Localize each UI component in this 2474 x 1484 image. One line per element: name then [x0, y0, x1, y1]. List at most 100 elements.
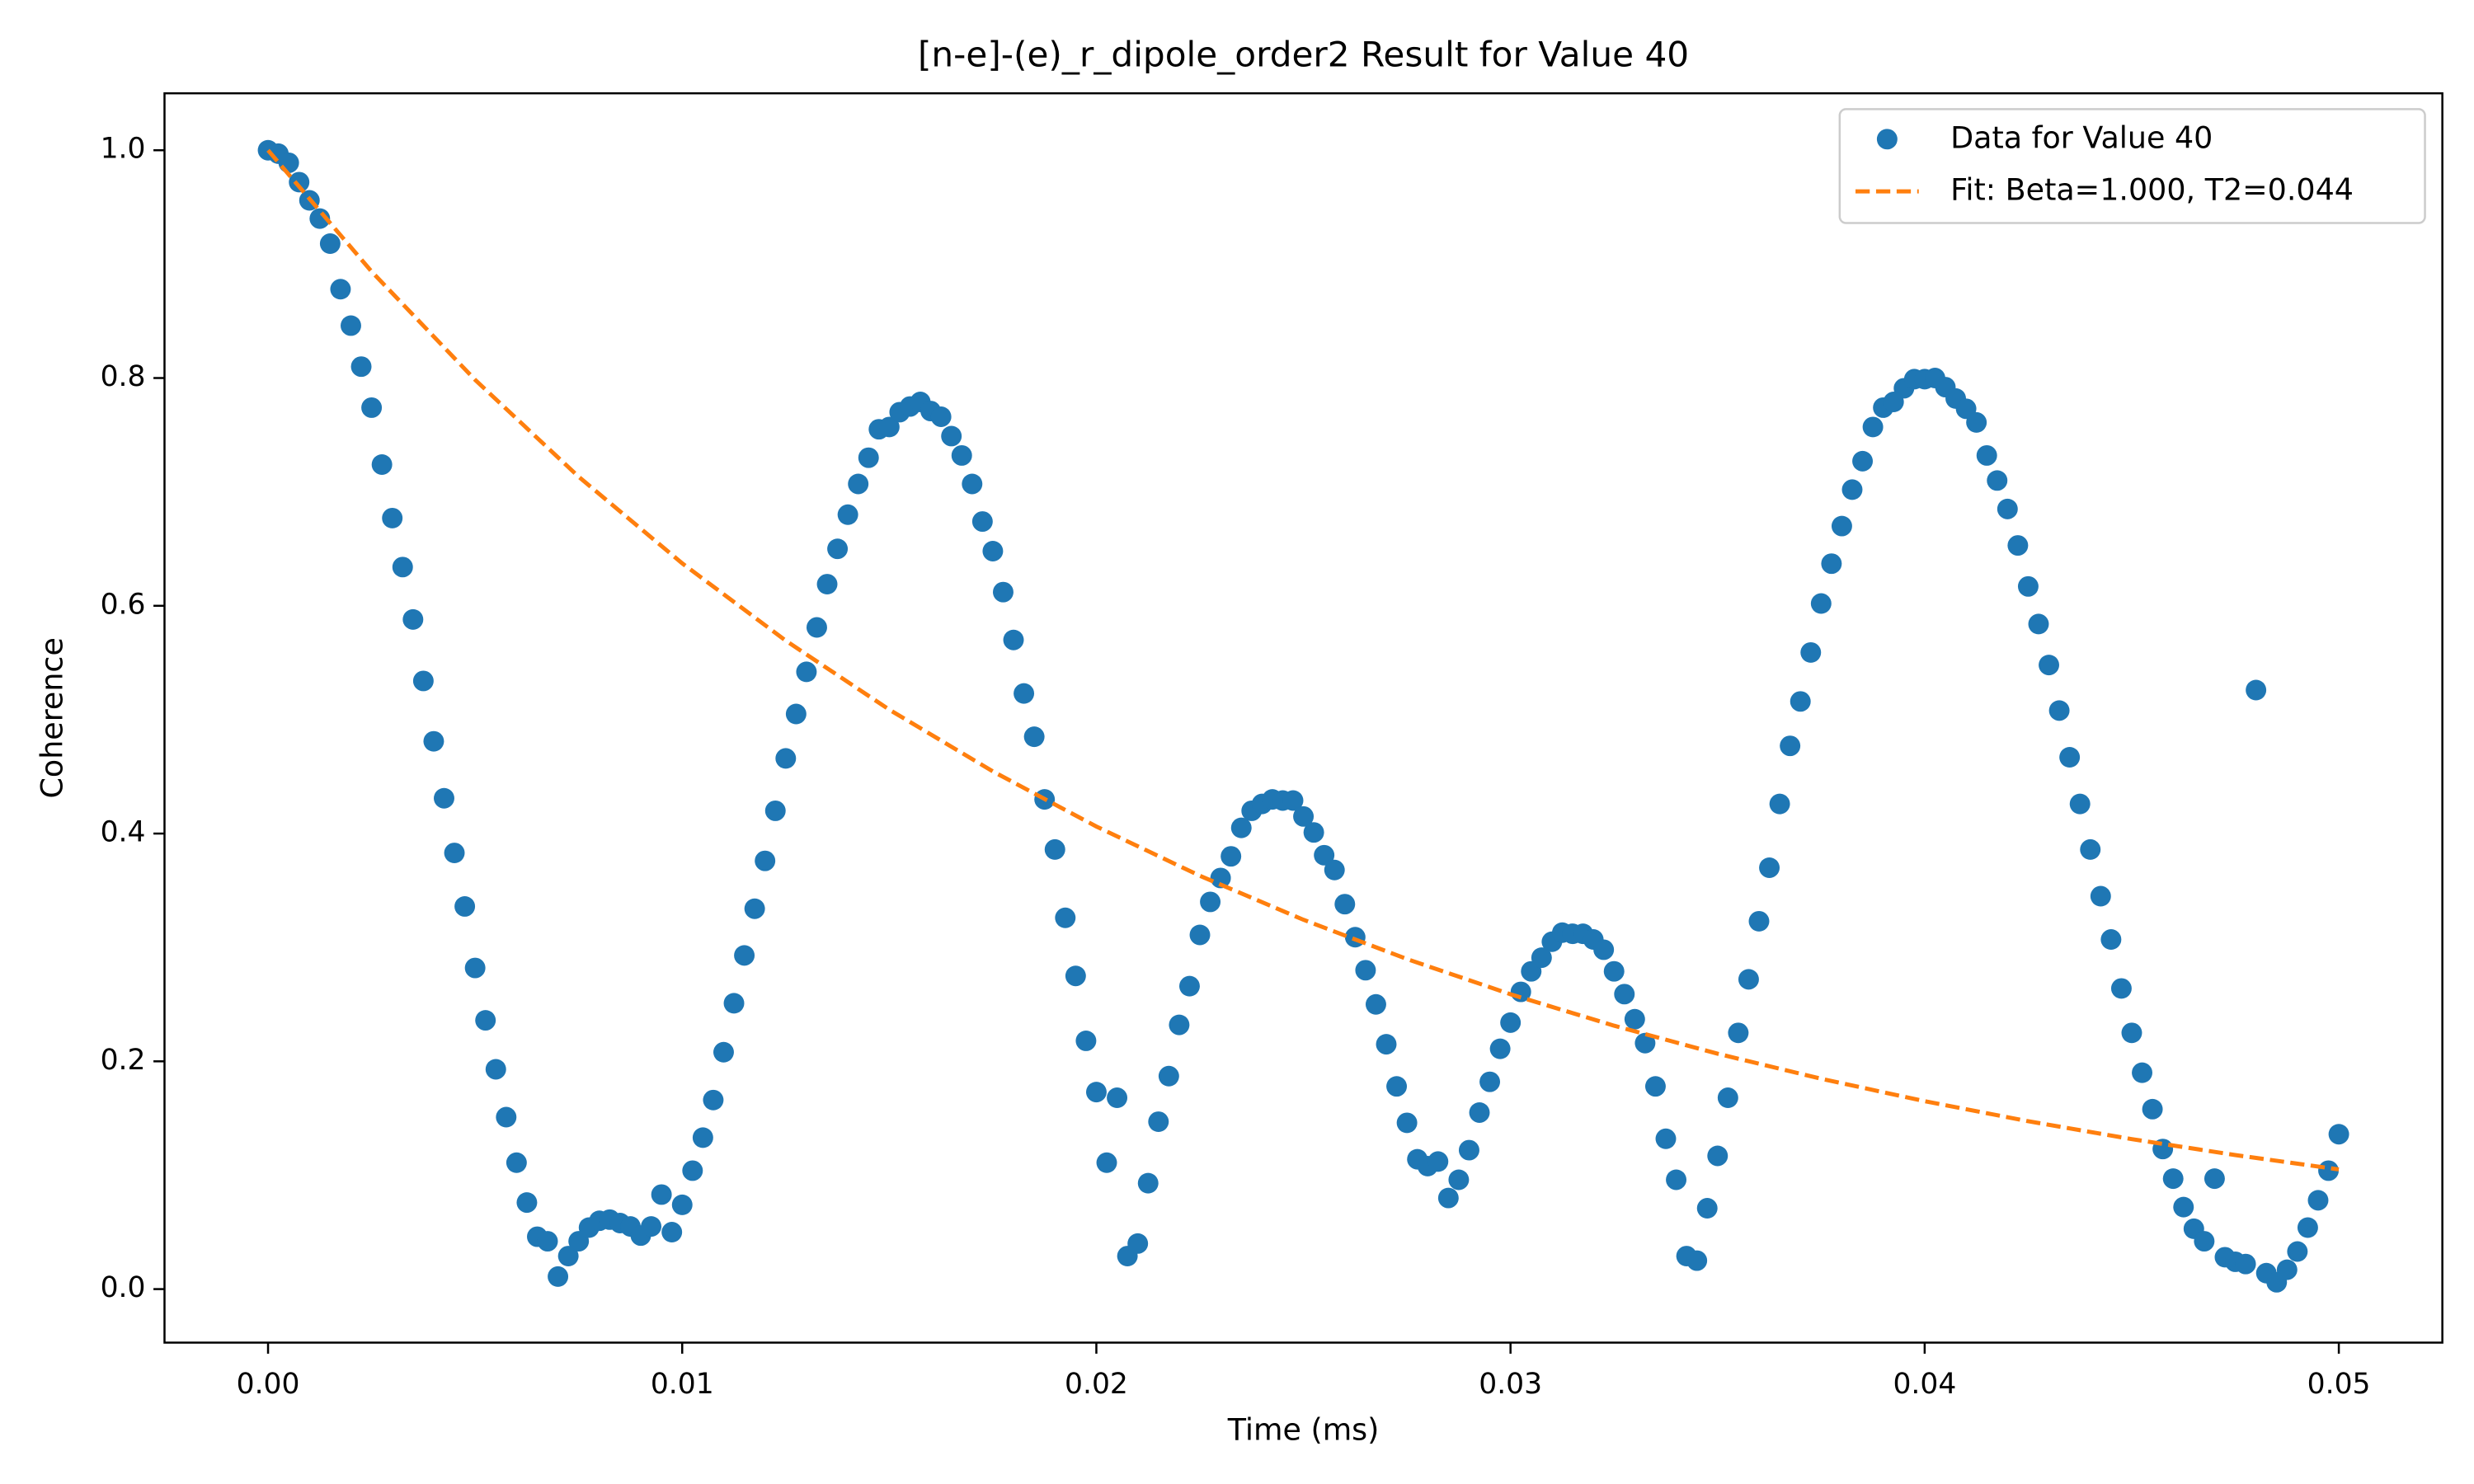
data-point	[485, 1059, 506, 1080]
data-point	[837, 504, 858, 525]
data-point	[496, 1106, 517, 1128]
data-point	[2162, 1168, 2184, 1190]
data-point	[1686, 1250, 1708, 1271]
data-point	[1469, 1102, 1490, 1123]
data-point	[2059, 747, 2081, 768]
data-point	[1365, 993, 1386, 1015]
x-tick-label: 0.04	[1893, 1368, 1956, 1401]
data-point	[1427, 1151, 1449, 1172]
data-point	[962, 473, 983, 495]
y-tick-label: 0.8	[101, 360, 146, 393]
data-point	[2100, 929, 2122, 950]
data-point	[1396, 1112, 1418, 1134]
data-point	[764, 800, 786, 821]
data-point	[827, 538, 849, 560]
data-point	[1085, 1082, 1107, 1103]
data-point	[1137, 1172, 1159, 1194]
data-point	[744, 898, 765, 919]
data-point	[1634, 1032, 1656, 1054]
data-point	[1044, 838, 1065, 860]
data-point	[1178, 975, 1200, 997]
data-point	[2173, 1196, 2194, 1218]
data-point	[1221, 846, 1242, 867]
data-point	[1821, 553, 1842, 575]
data-point	[557, 1246, 579, 1267]
data-point	[785, 703, 807, 725]
data-point	[1386, 1076, 1408, 1097]
data-point	[506, 1152, 527, 1173]
data-point	[1458, 1139, 1479, 1161]
data-point	[651, 1184, 672, 1205]
y-tick-label: 0.4	[101, 816, 146, 849]
data-point	[1169, 1014, 1190, 1036]
data-point	[2142, 1098, 2163, 1120]
data-point	[1230, 817, 1252, 838]
data-point	[1158, 1065, 1179, 1087]
data-point	[858, 447, 879, 468]
legend-label: Data for Value 40	[1950, 120, 2213, 155]
data-point	[371, 454, 393, 475]
data-point	[434, 787, 454, 809]
data-point	[2328, 1124, 2349, 1145]
data-point	[1862, 416, 1884, 438]
data-point	[1780, 735, 1801, 757]
data-point	[1014, 683, 1035, 704]
y-tick-label: 1.0	[101, 133, 146, 166]
data-point	[1531, 947, 1552, 969]
data-point	[1314, 844, 1335, 866]
data-point	[2204, 1168, 2225, 1190]
data-point	[2017, 575, 2039, 597]
data-point	[723, 993, 745, 1014]
x-tick-label: 0.01	[651, 1368, 714, 1401]
data-point	[641, 1216, 662, 1237]
data-point	[2090, 885, 2111, 907]
data-point	[1376, 1034, 1397, 1055]
data-point	[1003, 629, 1024, 650]
data-point	[2235, 1253, 2256, 1275]
data-point	[2110, 978, 2132, 999]
data-point	[1200, 891, 1221, 913]
data-point	[1344, 927, 1366, 948]
data-point	[1355, 960, 1376, 981]
data-point	[382, 507, 403, 528]
data-point	[671, 1194, 693, 1215]
x-axis-label: Time (ms)	[1227, 1411, 1380, 1447]
data-point	[992, 581, 1014, 603]
data-point	[475, 1010, 496, 1031]
data-point	[1023, 726, 1045, 748]
data-point	[1127, 1233, 1149, 1254]
data-point	[775, 748, 797, 769]
data-point	[1966, 411, 1987, 433]
data-point	[951, 444, 972, 466]
data-point	[1790, 691, 1811, 712]
y-tick-label: 0.6	[101, 588, 146, 621]
data-point	[1666, 1169, 1687, 1190]
data-point	[1055, 907, 1076, 928]
data-point	[806, 617, 827, 638]
data-point	[1065, 965, 1086, 987]
data-point	[341, 315, 361, 336]
data-point	[1293, 805, 1315, 827]
data-point	[1189, 924, 1211, 946]
legend-marker	[1876, 129, 1898, 150]
data-point	[423, 730, 444, 752]
data-point	[1614, 984, 1635, 1005]
data-point	[796, 661, 817, 683]
data-point	[1644, 1076, 1666, 1097]
data-point	[516, 1192, 538, 1214]
data-point	[1148, 1111, 1169, 1133]
data-point	[1603, 960, 1625, 982]
data-point	[2132, 1062, 2153, 1083]
data-point	[661, 1222, 683, 1242]
data-point	[1324, 859, 1345, 881]
data-point	[2121, 1022, 2142, 1044]
data-point	[319, 233, 341, 254]
data-point	[464, 957, 486, 979]
data-point	[1707, 1145, 1729, 1167]
data-point	[1448, 1169, 1470, 1190]
data-point	[289, 171, 310, 193]
data-point	[713, 1041, 734, 1063]
chart-title: [n-e]-(e)_r_dipole_order2 Result for Val…	[918, 35, 1689, 75]
data-point	[1489, 1038, 1511, 1059]
